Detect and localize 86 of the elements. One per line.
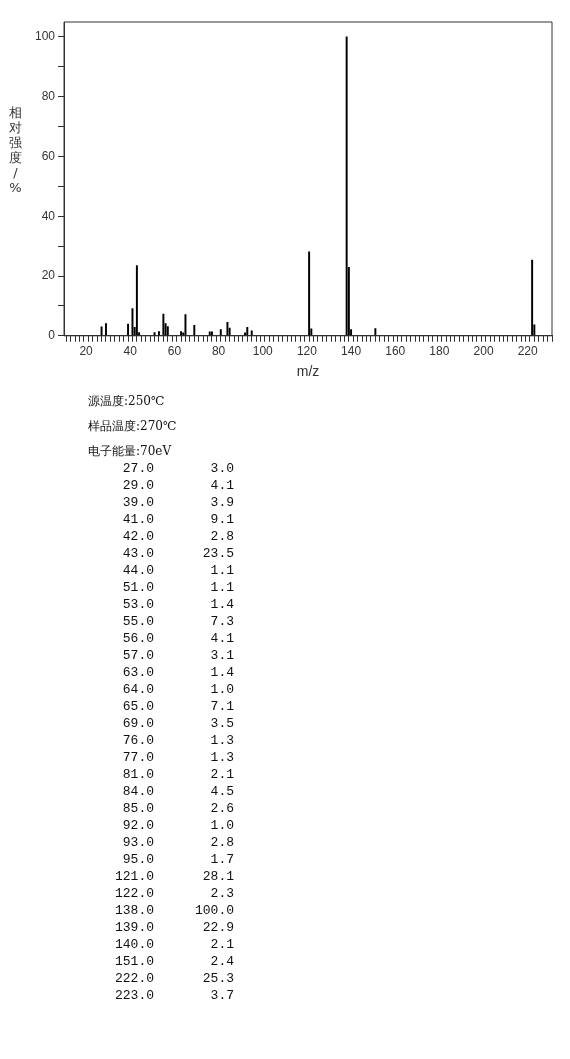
y-tick-label: 80 <box>41 89 56 104</box>
text: 3.1 <box>210 648 234 663</box>
category-label: 77.0 <box>121 749 154 766</box>
text: 2.1 <box>210 767 234 782</box>
y-axis-title: 相对强度/% <box>9 105 22 195</box>
y-tick-label: 20 <box>41 268 56 283</box>
category-label: 51.0 <box>121 579 154 596</box>
category-label: 222.0 <box>114 970 154 987</box>
x-tick-label: 180 <box>429 344 450 359</box>
y-tick-label: 100 <box>34 29 56 44</box>
x-tick-label: 120 <box>296 344 318 359</box>
category-label: 63.0 <box>121 664 154 681</box>
category-label: 44.0 <box>121 562 154 579</box>
text: 2.6 <box>210 801 234 816</box>
text: 1.0 <box>210 682 234 697</box>
text: 4.1 <box>210 631 234 646</box>
category-label: 43.0 <box>121 545 154 562</box>
text: 100.0 <box>194 903 234 918</box>
text: 2.8 <box>210 835 234 850</box>
text: 3.7 <box>210 988 234 1003</box>
text: 4.1 <box>210 478 234 493</box>
y-tick-label: 60 <box>41 148 56 163</box>
text: 1.0 <box>210 818 234 833</box>
category-label: 64.0 <box>121 681 154 698</box>
category-label: 138.0 <box>114 902 154 919</box>
category-label: 122.0 <box>114 885 154 902</box>
category-label: 151.0 <box>114 953 154 970</box>
x-tick-label: 40 <box>123 344 138 359</box>
category-label: 42.0 <box>121 528 154 545</box>
text: 2.3 <box>210 886 234 901</box>
x-tick-label: 60 <box>167 344 182 359</box>
category-label: 57.0 <box>121 647 154 664</box>
x-tick-label: 220 <box>517 344 539 359</box>
category-label: 92.0 <box>121 817 154 834</box>
category-label: 223.0 <box>114 987 154 1004</box>
text: 7.3 <box>210 614 234 629</box>
x-axis-title: m/z <box>296 363 320 380</box>
category-label: 93.0 <box>121 834 154 851</box>
category-label: 55.0 <box>121 613 154 630</box>
category-label: 84.0 <box>121 783 154 800</box>
category-label: 65.0 <box>121 698 154 715</box>
category-label: 27.0 <box>121 460 154 477</box>
text: 1.4 <box>210 665 234 680</box>
text: 2.4 <box>210 954 234 969</box>
category-label: 53.0 <box>121 596 154 613</box>
category-label: 76.0 <box>121 732 154 749</box>
text: 1.4 <box>210 597 234 612</box>
text: 1.3 <box>210 733 234 748</box>
text: 7.1 <box>210 699 234 714</box>
category-label: 29.0 <box>121 477 154 494</box>
y-tick-label: 40 <box>41 208 56 223</box>
category-label: 69.0 <box>121 715 154 732</box>
text: 3.0 <box>210 461 234 476</box>
x-tick-label: 80 <box>211 344 226 359</box>
text: 1.7 <box>210 852 234 867</box>
text: 23.5 <box>202 546 234 561</box>
category-label: 139.0 <box>114 919 154 936</box>
text: 电子能量:70eV <box>88 443 173 460</box>
category-label: 41.0 <box>121 511 154 528</box>
text: 25.3 <box>202 971 234 986</box>
category-label: 85.0 <box>121 800 154 817</box>
text: 3.9 <box>210 495 234 510</box>
x-tick-label: 140 <box>341 344 362 359</box>
category-label: 39.0 <box>121 494 154 511</box>
x-tick-label: 200 <box>473 344 494 359</box>
text: 28.1 <box>202 869 234 884</box>
text: 源温度:250℃ <box>88 393 166 410</box>
category-label: 95.0 <box>121 851 154 868</box>
text: 1.3 <box>210 750 234 765</box>
text: 4.5 <box>210 784 234 799</box>
text: 1.1 <box>210 580 234 595</box>
text: 9.1 <box>210 512 234 527</box>
x-tick-label: 100 <box>252 344 274 359</box>
text: 22.9 <box>202 920 234 935</box>
text: 样品温度:270℃ <box>88 418 178 435</box>
x-tick-label: 20 <box>79 344 94 359</box>
y-tick-label: 0 <box>48 328 56 343</box>
text: 3.5 <box>210 716 234 731</box>
category-label: 81.0 <box>121 766 154 783</box>
text: 2.8 <box>210 529 234 544</box>
text: 1.1 <box>210 563 234 578</box>
category-label: 140.0 <box>114 936 154 953</box>
x-tick-label: 160 <box>385 344 406 359</box>
category-label: 121.0 <box>114 868 154 885</box>
text: 2.1 <box>210 937 234 952</box>
category-label: 56.0 <box>121 630 154 647</box>
